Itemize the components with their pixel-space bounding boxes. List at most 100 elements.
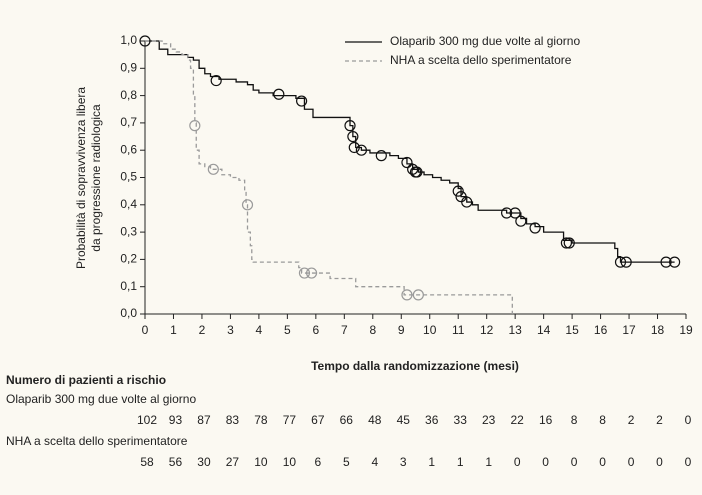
risk-count: 58 — [140, 455, 154, 469]
y-axis-label: Probabilità di sopravvivenza libera — [74, 87, 88, 269]
censor-mark — [560, 237, 573, 249]
x-tick-label: 8 — [369, 323, 376, 337]
risk-count: 10 — [254, 455, 268, 469]
censor-mark — [614, 256, 627, 268]
risk-count: 0 — [656, 455, 663, 469]
censor-mark — [461, 196, 473, 208]
risk-count: 1 — [485, 455, 492, 469]
x-tick-label: 6 — [312, 323, 319, 337]
censor-mark — [207, 163, 219, 175]
risk-count: 93 — [169, 413, 183, 427]
y-tick-label: 1,0 — [120, 33, 137, 47]
x-tick-label: 7 — [341, 323, 348, 337]
risk-count: 30 — [197, 455, 211, 469]
censor-mark — [189, 120, 201, 132]
censor-mark — [401, 289, 413, 301]
censor-mark — [529, 222, 541, 234]
x-tick-label: 9 — [398, 323, 405, 337]
risk-count: 36 — [425, 413, 439, 427]
risk-count: 1 — [457, 455, 464, 469]
risk-count: 102 — [137, 413, 157, 427]
risk-count: 8 — [571, 413, 578, 427]
risk-count: 77 — [283, 413, 297, 427]
censor-mark — [210, 74, 222, 87]
x-tick-label: 0 — [142, 323, 149, 337]
risk-count: 6 — [314, 455, 321, 469]
x-tick-label: 17 — [622, 323, 636, 337]
y-tick-label: 0,7 — [120, 115, 137, 129]
risk-count: 3 — [400, 455, 407, 469]
censor-mark — [509, 207, 521, 219]
risk-count: 87 — [197, 413, 211, 427]
risk-count: 23 — [482, 413, 496, 427]
risk-count: 16 — [539, 413, 553, 427]
risk-count: 1 — [428, 455, 435, 469]
risk-count: 4 — [371, 455, 378, 469]
x-tick-label: 10 — [423, 323, 437, 337]
censor-mark — [344, 120, 356, 132]
x-tick-label: 12 — [480, 323, 494, 337]
risk-count: 48 — [368, 413, 382, 427]
risk-row-label: NHA a scelta dello sperimentatore — [6, 434, 188, 448]
survival-curve — [145, 40, 513, 314]
risk-count: 22 — [510, 413, 524, 427]
risk-count: 83 — [226, 413, 240, 427]
censor-mark — [298, 267, 311, 279]
risk-count: 8 — [599, 413, 606, 427]
y-tick-label: 0,8 — [120, 88, 137, 102]
x-tick-label: 16 — [594, 323, 608, 337]
censor-mark — [273, 88, 285, 100]
x-tick-label: 3 — [227, 323, 234, 337]
x-tick-label: 14 — [537, 323, 551, 337]
risk-row-label: Olaparib 300 mg due volte al giorno — [6, 392, 196, 406]
risk-count: 33 — [454, 413, 468, 427]
risk-count: 0 — [685, 455, 692, 469]
risk-count: 0 — [685, 413, 692, 427]
risk-count: 2 — [628, 413, 635, 427]
risk-count: 5 — [343, 455, 350, 469]
censor-mark — [669, 256, 681, 268]
censor-mark — [452, 185, 464, 197]
y-tick-label: 0,4 — [120, 197, 137, 211]
x-tick-label: 13 — [508, 323, 522, 337]
legend-label: NHA a scelta dello sperimentatore — [390, 53, 572, 67]
y-tick-label: 0,6 — [120, 142, 137, 156]
y-tick-label: 0,0 — [120, 306, 137, 320]
x-tick-label: 4 — [256, 323, 263, 337]
risk-count: 27 — [226, 455, 240, 469]
censor-mark — [515, 215, 527, 227]
censor-mark — [296, 95, 308, 107]
risk-count: 0 — [571, 455, 578, 469]
risk-count: 0 — [599, 455, 606, 469]
x-tick-label: 11 — [452, 323, 465, 337]
censor-mark — [620, 256, 632, 268]
x-tick-label: 1 — [170, 323, 177, 337]
legend-label: Olaparib 300 mg due volte al giorno — [390, 34, 580, 48]
y-tick-label: 0,2 — [120, 252, 137, 266]
risk-count: 0 — [628, 455, 635, 469]
y-tick-label: 0,3 — [120, 224, 137, 238]
x-tick-label: 2 — [199, 323, 206, 337]
risk-table-title: Numero di pazienti a rischio — [6, 373, 166, 387]
censor-mark — [660, 256, 672, 268]
censor-mark — [305, 267, 318, 279]
risk-count: 2 — [656, 413, 663, 427]
censor-mark — [348, 141, 360, 154]
y-tick-label: 0,9 — [120, 60, 137, 74]
censor-mark — [411, 166, 423, 178]
risk-count: 45 — [397, 413, 411, 427]
censor-mark — [563, 237, 575, 249]
censor-mark — [347, 130, 359, 143]
censor-mark — [401, 156, 413, 169]
censor-mark — [375, 150, 387, 162]
y-axis-label: da progressione radiologica — [89, 104, 103, 252]
x-axis-label: Tempo dalla randomizzazione (mesi) — [311, 359, 519, 373]
risk-count: 67 — [311, 413, 325, 427]
censor-mark — [355, 144, 367, 156]
x-tick-label: 18 — [651, 323, 665, 337]
censor-mark — [412, 289, 424, 301]
risk-count: 66 — [340, 413, 354, 427]
risk-count: 0 — [514, 455, 521, 469]
